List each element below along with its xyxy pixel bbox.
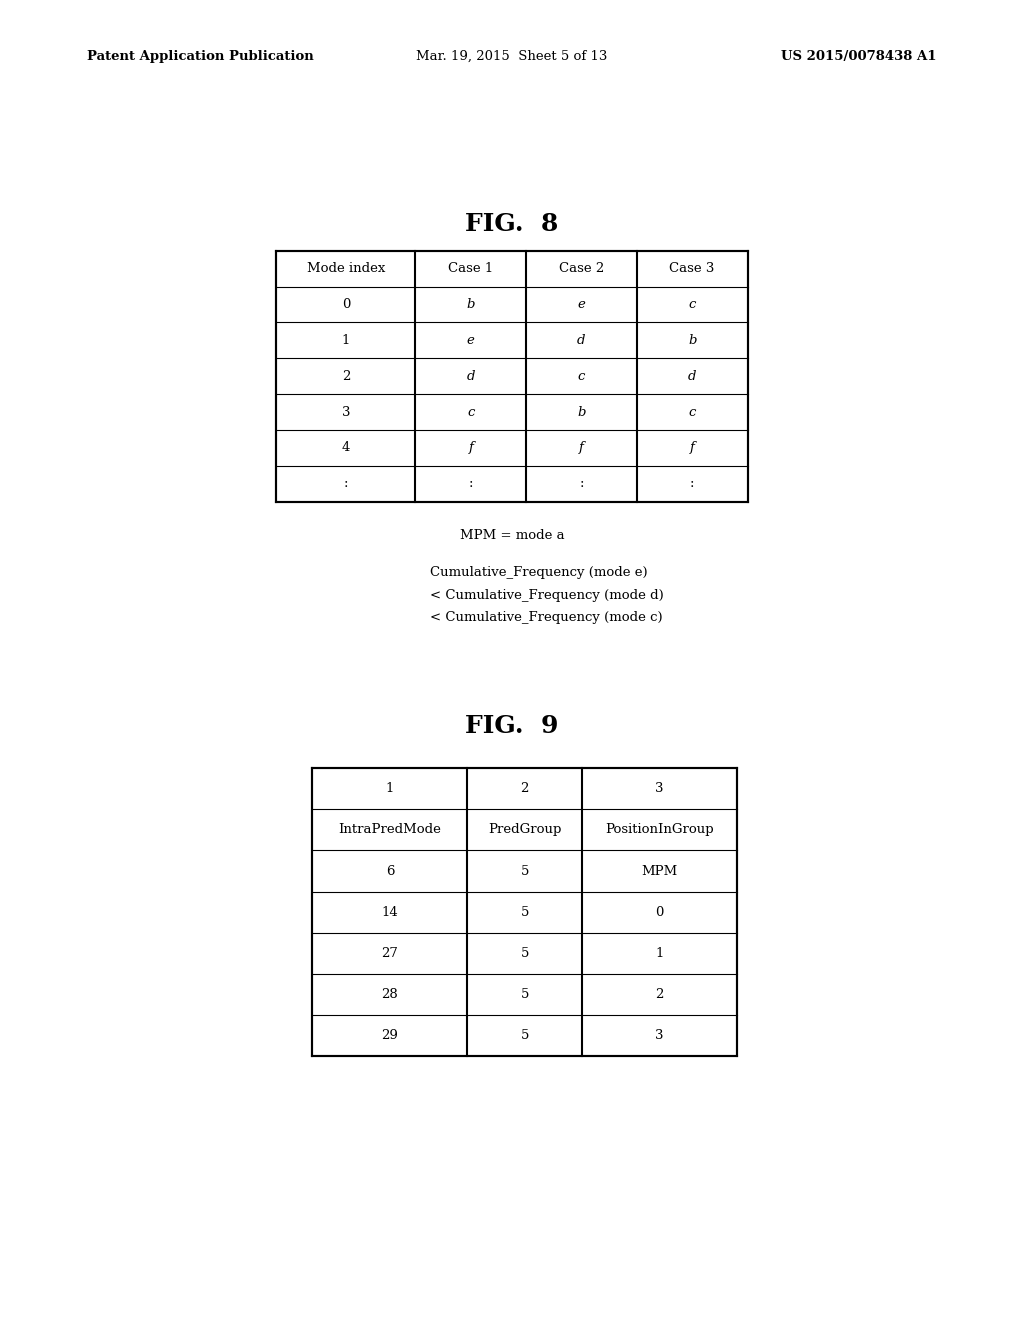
Text: f: f [690, 441, 694, 454]
Text: FIG.  8: FIG. 8 [465, 213, 559, 236]
Bar [276, 251, 748, 502]
Text: 2: 2 [520, 783, 529, 795]
Text: b: b [578, 405, 586, 418]
Text: 1: 1 [342, 334, 350, 347]
Text: MPM = mode a: MPM = mode a [460, 529, 564, 543]
Text: 14: 14 [382, 906, 398, 919]
Text: MPM: MPM [642, 865, 678, 878]
Text: b: b [688, 334, 696, 347]
Text: 3: 3 [342, 405, 350, 418]
Text: 5: 5 [520, 865, 529, 878]
Text: b: b [467, 298, 475, 312]
Text: c: c [578, 370, 585, 383]
Text: PositionInGroup: PositionInGroup [605, 824, 714, 837]
Text: 6: 6 [386, 865, 394, 878]
Text: Case 1: Case 1 [449, 263, 494, 275]
Text: :: : [344, 478, 348, 490]
Text: 2: 2 [342, 370, 350, 383]
Text: 5: 5 [520, 906, 529, 919]
Text: c: c [688, 405, 696, 418]
Bar [312, 768, 737, 1056]
Text: 29: 29 [381, 1030, 398, 1041]
Text: :: : [580, 478, 584, 490]
Text: 3: 3 [655, 783, 664, 795]
Text: < Cumulative_Frequency (mode d): < Cumulative_Frequency (mode d) [430, 589, 664, 602]
Text: 4: 4 [342, 441, 350, 454]
Text: f: f [468, 441, 473, 454]
Text: 5: 5 [520, 987, 529, 1001]
Text: d: d [578, 334, 586, 347]
Text: Cumulative_Frequency (mode e): Cumulative_Frequency (mode e) [430, 566, 648, 579]
Text: f: f [579, 441, 584, 454]
Text: US 2015/0078438 A1: US 2015/0078438 A1 [781, 50, 937, 63]
Text: Mar. 19, 2015  Sheet 5 of 13: Mar. 19, 2015 Sheet 5 of 13 [417, 50, 607, 63]
Text: 0: 0 [655, 906, 664, 919]
Text: < Cumulative_Frequency (mode c): < Cumulative_Frequency (mode c) [430, 611, 663, 624]
Text: d: d [688, 370, 696, 383]
Text: c: c [467, 405, 474, 418]
Text: 1: 1 [386, 783, 394, 795]
Text: 28: 28 [382, 987, 398, 1001]
Text: 0: 0 [342, 298, 350, 312]
Text: IntraPredMode: IntraPredMode [339, 824, 441, 837]
Text: Case 3: Case 3 [670, 263, 715, 275]
Text: 3: 3 [655, 1030, 664, 1041]
Text: e: e [578, 298, 586, 312]
Text: c: c [688, 298, 696, 312]
Text: e: e [467, 334, 475, 347]
Text: d: d [467, 370, 475, 383]
Text: 2: 2 [655, 987, 664, 1001]
Text: Case 2: Case 2 [559, 263, 604, 275]
Text: Patent Application Publication: Patent Application Publication [87, 50, 313, 63]
Text: :: : [469, 478, 473, 490]
Text: FIG.  9: FIG. 9 [465, 714, 559, 738]
Text: :: : [690, 478, 694, 490]
Text: Mode index: Mode index [307, 263, 385, 275]
Text: 5: 5 [520, 1030, 529, 1041]
Text: 27: 27 [381, 946, 398, 960]
Text: 5: 5 [520, 946, 529, 960]
Text: 1: 1 [655, 946, 664, 960]
Text: PredGroup: PredGroup [488, 824, 561, 837]
